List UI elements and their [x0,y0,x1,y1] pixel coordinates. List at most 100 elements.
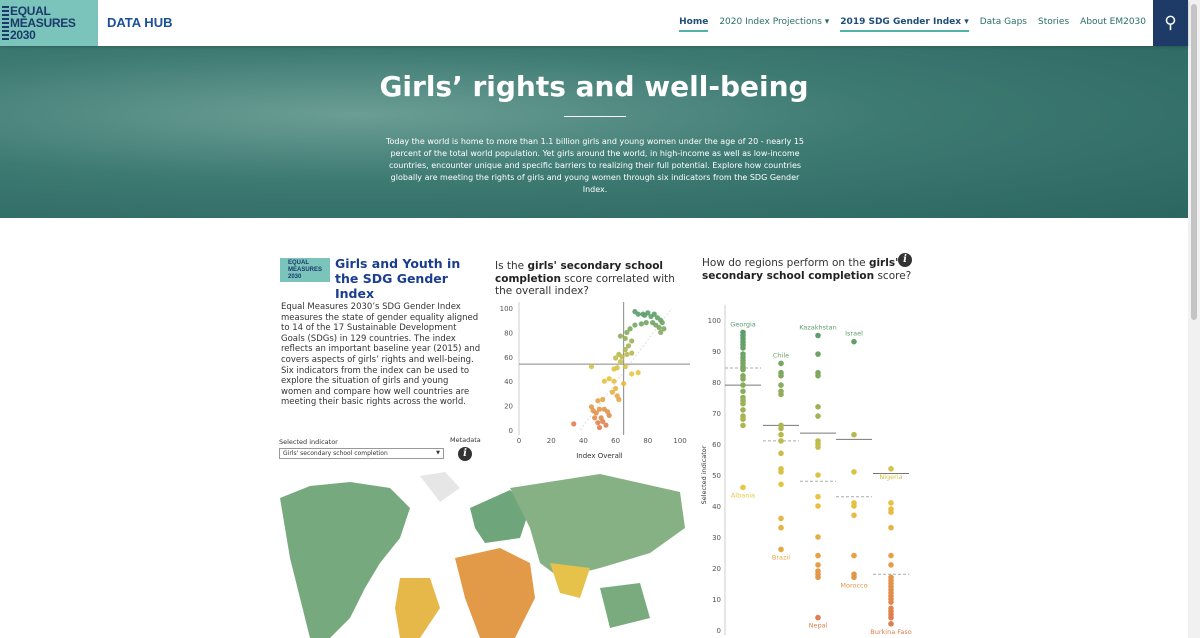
scatter-point[interactable] [651,311,657,317]
region-point[interactable] [815,472,821,478]
scatter-point[interactable] [627,326,633,332]
data-hub-title[interactable]: DATA HUB [107,15,173,30]
map-region-greenland[interactable] [420,472,460,502]
scatter-point[interactable] [658,329,664,335]
scatter-point[interactable] [606,412,612,418]
scatter-point[interactable] [645,310,651,316]
scatter-point[interactable] [595,420,601,426]
scatter-point[interactable] [611,378,617,384]
scatter-point[interactable] [624,329,630,335]
region-point[interactable] [740,422,746,429]
region-point[interactable] [888,524,894,531]
region-point[interactable] [815,574,821,581]
region-point[interactable] [740,382,746,388]
scatter-point[interactable] [625,343,632,349]
region-point[interactable] [815,552,821,559]
scatter-point[interactable] [650,320,656,326]
scrollbar[interactable] [1188,0,1200,638]
scatter-point[interactable] [635,370,641,376]
scatter-point[interactable] [632,322,638,328]
region-point[interactable] [778,373,784,379]
nav-item[interactable]: About EM2030 [1080,17,1146,27]
map-region-south-america[interactable] [395,578,440,638]
region-point[interactable] [815,614,821,621]
scatter-point[interactable] [596,406,603,412]
scatter-point[interactable] [617,359,624,365]
region-point[interactable] [815,413,821,419]
region-point[interactable] [778,391,784,398]
scatter-point[interactable] [622,363,628,370]
region-point[interactable] [740,400,746,407]
scatter-point[interactable] [611,366,617,372]
scatter-point[interactable] [603,422,609,428]
scatter-point[interactable] [635,311,641,317]
nav-item[interactable]: 2020 Index Projections ▾ [719,17,830,27]
scatter-point[interactable] [613,355,619,361]
region-point[interactable] [888,621,894,627]
world-map[interactable] [270,468,690,638]
region-point[interactable] [778,425,784,432]
region-point[interactable] [778,469,784,475]
scatter-point[interactable] [622,346,628,353]
region-point[interactable] [778,546,784,553]
equal-measures-logo[interactable]: EQUAL MEASURES 2030 [0,0,98,46]
region-point[interactable] [740,416,746,422]
region-point[interactable] [778,524,784,531]
scatter-point[interactable] [643,320,649,326]
scatter-point[interactable] [616,396,622,403]
map-region-oceania[interactable] [600,583,650,628]
region-point[interactable] [888,500,894,506]
region-point[interactable] [815,562,821,568]
region-point[interactable] [851,552,857,559]
region-strip-chart[interactable]: 0 10 20 30 40 50 60 70 80 90 100 Selected indicator… [695,305,920,638]
region-point[interactable] [888,552,894,559]
region-point[interactable] [778,438,784,444]
map-region-africa[interactable] [455,548,535,638]
region-point[interactable] [888,466,894,472]
region-point[interactable] [851,338,857,345]
scatter-point[interactable] [606,376,612,382]
map-region-south-asia[interactable] [550,563,590,598]
scatter-point[interactable] [588,363,595,370]
region-point[interactable] [815,373,821,379]
scatter-point[interactable] [629,338,635,344]
scatter-point[interactable] [624,351,630,357]
map-region-asia[interactable] [510,474,685,578]
scatter-point[interactable] [600,418,606,425]
scatter-point[interactable] [592,415,598,421]
region-point[interactable] [815,534,821,540]
scatter-point[interactable] [596,424,603,431]
region-point[interactable] [888,614,894,621]
nav-item[interactable]: Data Gaps [979,17,1027,27]
map-region-americas[interactable] [280,482,410,638]
info-icon[interactable]: i [458,447,472,461]
scatter-point[interactable] [638,321,644,327]
region-point[interactable] [778,360,784,367]
region-point[interactable] [740,366,746,373]
region-point[interactable] [815,444,821,450]
scatter-point[interactable] [571,421,577,427]
region-point[interactable] [815,332,821,339]
scatter-point[interactable] [629,350,635,356]
region-point[interactable] [851,469,857,475]
region-point[interactable] [815,404,821,410]
region-point[interactable] [851,512,857,519]
scatter-point[interactable] [600,396,606,403]
nav-item[interactable]: Home [679,17,709,32]
scatter-chart[interactable]: 0 20 40 60 80 100 0 20 40 60 80 100 Index Overall [495,300,695,465]
scatter-point[interactable] [659,320,665,326]
scatter-point[interactable] [617,333,624,339]
nav-item[interactable]: 2019 SDG Gender Index ▾ [840,17,969,32]
region-point[interactable] [815,493,821,500]
region-point[interactable] [778,450,784,457]
region-point[interactable] [778,431,784,438]
search-button[interactable]: ⚲ [1153,0,1188,46]
region-point[interactable] [888,599,894,605]
map-region-europe[interactable] [470,490,530,543]
region-point[interactable] [815,351,821,357]
scrollbar-thumb[interactable] [1191,4,1197,320]
scatter-point[interactable] [613,385,619,392]
scatter-point[interactable] [616,351,622,357]
region-point[interactable] [740,345,746,351]
scatter-point[interactable] [609,389,615,395]
